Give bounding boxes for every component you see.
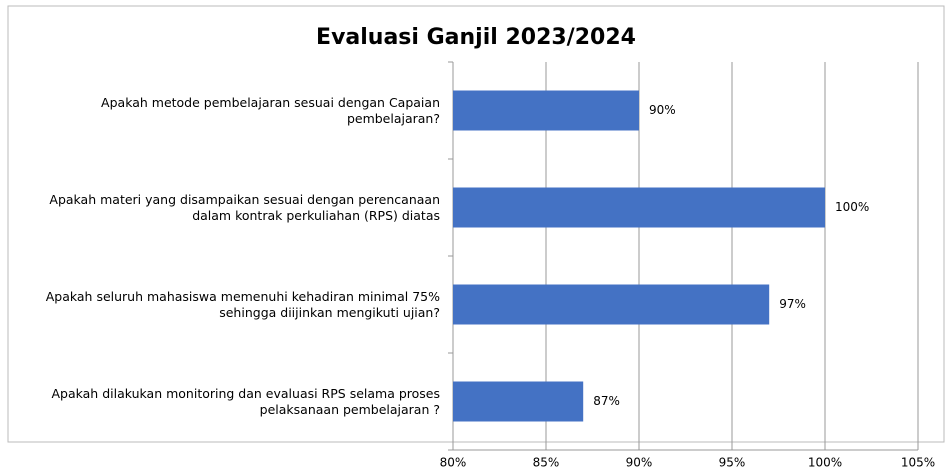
bar [453, 284, 770, 325]
bar [453, 90, 639, 131]
category-label: Apakah seluruh mahasiswa memenuhi kehadi… [45, 288, 440, 320]
data-label: 97% [779, 297, 806, 311]
data-label: 100% [835, 200, 869, 214]
data-label: 90% [649, 103, 676, 117]
x-tick-label: 90% [626, 456, 653, 470]
chart-title: Evaluasi Ganjil 2023/2024 [316, 25, 636, 50]
chart-frame [7, 5, 945, 443]
data-label: 87% [593, 394, 620, 408]
x-tick-label: 95% [719, 456, 746, 470]
x-tick-label: 80% [440, 456, 467, 470]
bar [453, 381, 584, 422]
x-tick-label: 100% [808, 456, 842, 470]
category-label: Apakah metode pembelajaran sesuai dengan… [101, 94, 440, 126]
category-label: Apakah materi yang disampaikan sesuai de… [49, 191, 440, 223]
bar [453, 187, 825, 228]
category-label: Apakah dilakukan monitoring dan evaluasi… [51, 385, 440, 417]
x-tick-label: 85% [533, 456, 560, 470]
x-tick-label: 105% [901, 456, 935, 470]
